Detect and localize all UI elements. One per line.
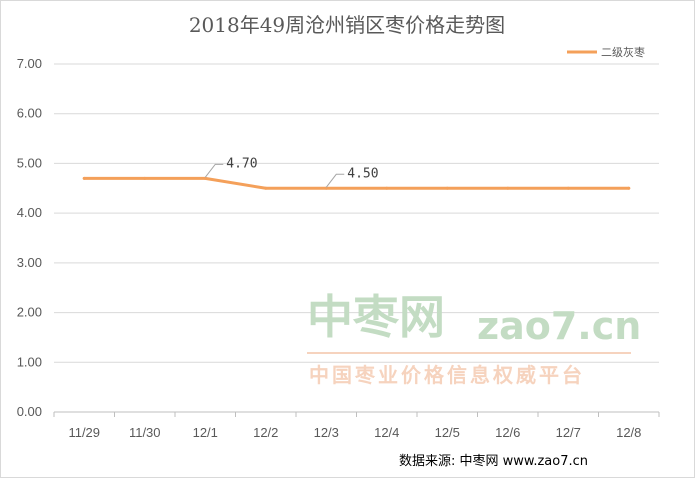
y-tick-label: 6.00 xyxy=(17,106,42,121)
data-point xyxy=(143,176,147,180)
legend: 二级灰枣 xyxy=(567,45,645,59)
legend-label: 二级灰枣 xyxy=(601,45,645,59)
data-point xyxy=(385,186,389,190)
y-tick-label: 3.00 xyxy=(17,255,42,270)
y-tick-label: 0.00 xyxy=(17,404,42,419)
series-line xyxy=(82,176,631,190)
y-tick-label: 4.00 xyxy=(17,205,42,220)
x-tick-label: 12/6 xyxy=(495,425,520,440)
watermark: 中枣网 zao7.cn 中国枣业价格信息权威平台 xyxy=(307,290,641,387)
x-tick-label: 11/29 xyxy=(68,425,100,440)
y-tick-label: 1.00 xyxy=(17,354,42,369)
data-point xyxy=(324,186,328,190)
data-label: 4.70 xyxy=(226,156,257,171)
chart-title: 2018年49周沧州销区枣价格走势图 xyxy=(189,13,505,37)
watermark-brand-domain: zao7.cn xyxy=(477,304,641,348)
x-tick-label: 12/7 xyxy=(556,425,581,440)
annotations: 4.70 4.50 xyxy=(204,156,379,188)
data-point xyxy=(264,186,268,190)
data-point xyxy=(82,176,86,180)
y-tick-label: 2.00 xyxy=(17,305,42,320)
data-point xyxy=(627,186,631,190)
watermark-brand-cn: 中枣网 xyxy=(307,290,445,344)
x-tick-label: 12/8 xyxy=(616,425,641,440)
gridlines xyxy=(54,63,659,363)
source-note: 数据来源: 中枣网 www.zao7.cn xyxy=(399,454,588,469)
annotation-leader xyxy=(204,163,224,178)
x-tick-label: 12/3 xyxy=(314,425,339,440)
axes: 0.00 1.00 2.00 3.00 4.00 5.00 6.00 7.00 11/29 11/… xyxy=(17,56,660,440)
x-tick-label: 12/4 xyxy=(374,425,399,440)
data-label: 4.50 xyxy=(347,166,378,181)
data-point xyxy=(506,186,510,190)
annotation-leader xyxy=(325,173,345,188)
watermark-tagline: 中国枣业价格信息权威平台 xyxy=(309,363,585,387)
data-point xyxy=(445,186,449,190)
data-point xyxy=(203,176,207,180)
data-point xyxy=(566,186,570,190)
series-layer xyxy=(82,176,631,190)
x-tick-label: 11/30 xyxy=(129,425,161,440)
x-tick-label: 12/5 xyxy=(435,425,460,440)
x-tick-label: 12/2 xyxy=(253,425,278,440)
x-tick-label: 12/1 xyxy=(193,425,218,440)
y-tick-label: 7.00 xyxy=(17,56,42,71)
y-tick-label: 5.00 xyxy=(17,155,42,170)
